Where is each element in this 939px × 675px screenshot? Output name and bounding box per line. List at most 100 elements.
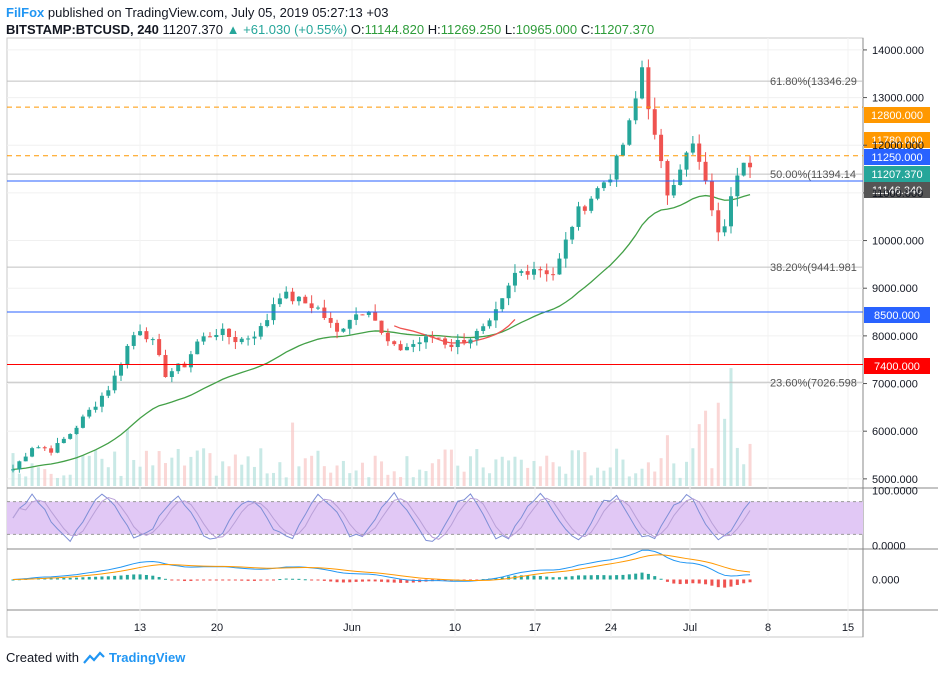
volume-bar: [615, 448, 619, 486]
candle-body: [519, 271, 524, 273]
low-label: L:: [504, 22, 516, 37]
candle-body: [131, 335, 136, 346]
candle-body: [595, 188, 600, 199]
candle-body: [214, 335, 219, 337]
price-axis-tag: [864, 132, 930, 148]
y-tick-label: 11000.000: [872, 188, 923, 200]
volume-bar: [176, 448, 180, 486]
macd-histogram-bar: [329, 579, 333, 582]
macd-histogram-bar: [272, 579, 276, 581]
tradingview-link[interactable]: TradingView: [108, 650, 186, 665]
macd-histogram-bar: [240, 579, 244, 581]
y-tick-label: 9000.000: [872, 283, 918, 295]
volume-bar: [386, 474, 390, 486]
volume-bar: [475, 449, 479, 486]
macd-histogram-bar: [310, 579, 314, 581]
x-tick-label: 24: [605, 622, 617, 634]
candle-body: [538, 269, 543, 271]
candle-body: [563, 239, 568, 259]
volume-bar: [678, 477, 682, 486]
symbol-label[interactable]: BITSTAMP:BTCUSD, 240: [6, 22, 159, 37]
macd-histogram-bar: [49, 578, 53, 580]
volume-bar: [672, 463, 676, 486]
volume-bar: [87, 455, 91, 486]
candle-body: [138, 331, 143, 336]
candle-body: [49, 448, 54, 453]
volume-bar: [748, 443, 752, 486]
macd-histogram-bar: [100, 576, 104, 580]
macd-histogram-bar: [55, 578, 59, 580]
volume-bar: [742, 464, 746, 486]
volume-bar: [278, 462, 282, 486]
candle-body: [195, 341, 200, 355]
horizontal-levels[interactable]: 12800.000 11780.000 11250.000 11207.370 1114…: [7, 106, 930, 374]
publish-line: FilFox published on TradingView.com, Jul…: [6, 4, 926, 21]
candle-body: [506, 285, 511, 299]
macd-line: [12, 549, 751, 582]
high-label: H:: [427, 22, 441, 37]
macd-histogram-bar: [716, 579, 720, 588]
macd-histogram-bar: [665, 579, 669, 582]
price-axis-tag: [864, 358, 930, 374]
macd-histogram-bar: [157, 576, 161, 580]
volume-bar: [456, 465, 460, 486]
volume-bar: [132, 459, 136, 486]
volume-bar: [55, 477, 59, 486]
candle-body: [373, 312, 378, 321]
open-label: O:: [350, 22, 365, 37]
macd-histogram-bar: [316, 579, 320, 581]
candle-body: [633, 98, 638, 121]
fib-retracement[interactable]: 61.80%(13346.29 50.00%(11394.14 38.20%(944…: [7, 76, 863, 389]
macd-histogram-bar: [297, 578, 301, 580]
volume-bar: [640, 468, 644, 486]
macd-histogram-bar: [399, 579, 403, 583]
volume-bar: [36, 467, 40, 486]
candle-body: [652, 109, 657, 135]
candle-body: [201, 336, 206, 342]
candle-body: [61, 438, 66, 444]
volume-bar: [284, 477, 288, 486]
volume-bar: [697, 424, 701, 486]
stoch-rsi-pane: [7, 491, 863, 543]
candle-body: [42, 447, 47, 449]
candle-body: [99, 395, 104, 407]
author-name[interactable]: FilFox: [6, 5, 45, 20]
y-tick-label: 12000.000: [872, 140, 924, 152]
candle-body: [493, 309, 498, 321]
macd-histogram-bar: [125, 574, 129, 580]
volume-bar: [252, 466, 256, 486]
volume-bar: [405, 456, 409, 486]
volume-bar: [329, 472, 333, 486]
macd-histogram-bar: [468, 579, 472, 581]
tradingview-logo-icon: [83, 650, 105, 664]
candle-body: [404, 346, 409, 351]
volume-bar: [729, 368, 733, 486]
volume-bar: [75, 425, 79, 486]
volume-bar: [335, 465, 339, 486]
macd-histogram-bar: [576, 575, 580, 580]
candle-body: [709, 180, 714, 211]
volume-bar: [373, 455, 377, 486]
macd-histogram-bar: [589, 575, 593, 580]
candle-body: [379, 320, 384, 333]
volume-bar: [265, 473, 269, 486]
x-tick-label: 20: [211, 622, 223, 634]
volume-bar: [170, 457, 174, 486]
candle-body: [157, 339, 162, 356]
volume-bar: [551, 462, 555, 486]
y-tick-label: 8000.000: [872, 331, 918, 343]
candle-body: [11, 469, 15, 471]
y-tick-label: 5000.000: [872, 474, 918, 486]
volume-bar: [418, 469, 422, 486]
volume-bar: [424, 471, 428, 486]
volume-bar: [119, 475, 123, 486]
macd-histogram-bar: [189, 579, 193, 581]
price-axis-tag: [864, 107, 930, 123]
volume-bar: [157, 451, 161, 486]
volume-bar: [354, 470, 358, 486]
volume-bar: [653, 471, 657, 486]
candle-body: [449, 344, 454, 348]
candle-body: [169, 371, 174, 378]
y-tick-label: 13000.000: [872, 93, 924, 105]
